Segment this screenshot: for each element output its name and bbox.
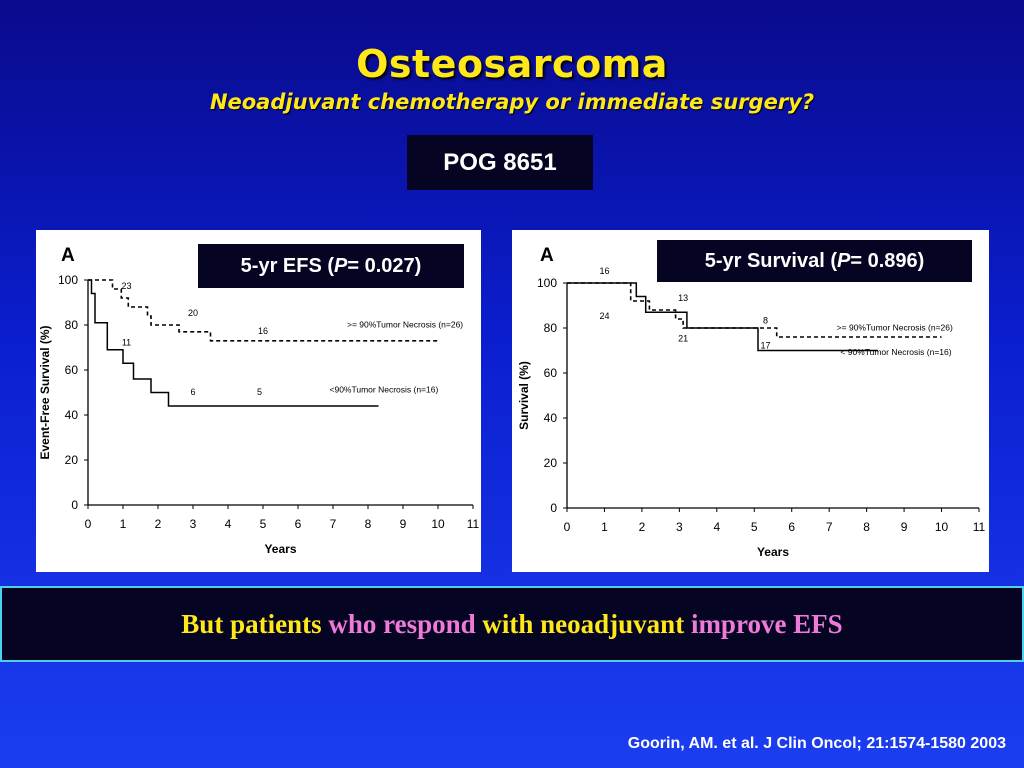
survival-y-tick-label: 20 <box>544 456 558 470</box>
survival-risk-label: 8 <box>763 316 768 326</box>
efs-legend-label: >= 90%Tumor Necrosis (n=26) <box>347 319 463 329</box>
survival-y-axis-label: Survival (%) <box>517 361 531 430</box>
efs-x-tick-label: 10 <box>431 517 445 531</box>
efs-y-tick-label: 100 <box>58 273 78 287</box>
efs-x-tick-label: 11 <box>467 517 480 531</box>
survival-x-tick-label: 7 <box>826 520 833 534</box>
efs-y-tick-label: 40 <box>65 408 79 422</box>
banner-part-2: who respond <box>328 608 476 639</box>
survival-x-tick-label: 8 <box>863 520 870 534</box>
survival-y-tick-label: 60 <box>544 366 558 380</box>
conclusion-banner: But patients who respond with neoadjuvan… <box>0 586 1024 662</box>
efs-stat-label: 5-yr EFS (P = 0.027) <box>198 244 464 288</box>
efs-risk-label: 20 <box>188 308 198 318</box>
efs-y-tick-label: 60 <box>65 363 79 377</box>
survival-risk-label: 24 <box>599 311 609 321</box>
efs-series-line-low-necrosis <box>88 279 379 407</box>
slide-title: Osteosarcoma <box>356 42 668 86</box>
survival-x-tick-label: 10 <box>935 520 949 534</box>
survival-x-tick-label: 2 <box>639 520 646 534</box>
survival-x-tick-label: 6 <box>788 520 795 534</box>
citation: Goorin, AM. et al. J Clin Oncol; 21:1574… <box>627 735 1006 752</box>
efs-risk-label: 6 <box>190 387 195 397</box>
survival-x-tick-label: 9 <box>901 520 908 534</box>
survival-risk-label: 13 <box>678 293 688 303</box>
efs-y-tick-label: 80 <box>65 318 79 332</box>
survival-x-tick-label: 3 <box>676 520 683 534</box>
survival-stat-p: P <box>837 249 851 272</box>
efs-x-tick-label: 6 <box>295 517 302 531</box>
efs-x-tick-label: 3 <box>190 517 197 531</box>
survival-y-tick-label: 0 <box>550 501 557 515</box>
survival-panel-letter: A <box>540 245 554 266</box>
efs-x-tick-label: 1 <box>120 517 127 531</box>
efs-series-line-high-necrosis <box>88 279 438 342</box>
survival-x-tick-label: 5 <box>751 520 758 534</box>
efs-y-tick-label: 0 <box>71 498 78 512</box>
survival-series-line-low-necrosis <box>567 282 878 352</box>
banner-part-3: with neoadjuvant <box>482 608 685 639</box>
efs-stat-prefix: 5-yr EFS ( <box>240 254 335 277</box>
survival-stat-label: 5-yr Survival (P = 0.896) <box>657 240 972 282</box>
survival-y-tick-label: 40 <box>544 411 558 425</box>
survival-y-tick-label: 80 <box>544 321 558 335</box>
efs-x-tick-label: 7 <box>330 517 337 531</box>
survival-y-tick-label: 100 <box>537 276 557 290</box>
survival-stat-prefix: 5-yr Survival ( <box>704 249 837 272</box>
survival-chart-panel: A 0 1 2 3 4 5 6 7 8 9 10 11 0 20 40 60 80 100 Years Survival… <box>512 230 989 572</box>
survival-x-tick-label: 11 <box>973 520 986 534</box>
efs-stat-suffix: = 0.027) <box>347 254 422 277</box>
study-label: POG 8651 <box>407 135 593 190</box>
survival-risk-label: 16 <box>599 266 609 276</box>
survival-risk-label: 21 <box>678 334 688 344</box>
efs-risk-label: 16 <box>258 326 268 336</box>
efs-legend-label: <90%Tumor Necrosis (n=16) <box>330 385 439 395</box>
efs-panel-letter: A <box>61 245 75 266</box>
efs-stat-p: P <box>334 254 348 277</box>
efs-x-tick-label: 4 <box>225 517 232 531</box>
survival-series-line-high-necrosis <box>567 282 942 338</box>
survival-legend-label: >= 90%Tumor Necrosis (n=26) <box>837 322 953 332</box>
efs-chart: A0 1 2 3 4 5 6 7 8 9 10 11020406080100YearsEvent-Fr… <box>38 245 480 556</box>
banner-part-4: improve EFS <box>690 608 843 639</box>
efs-risk-label: 23 <box>121 281 131 291</box>
survival-legend-label: < 90%Tumor Necrosis (n=16) <box>840 347 951 357</box>
efs-x-axis-label: Years <box>264 542 296 556</box>
efs-y-axis-label: Event-Free Survival (%) <box>38 325 52 459</box>
survival-x-tick-label: 0 <box>564 520 571 534</box>
efs-x-tick-label: 8 <box>365 517 372 531</box>
survival-x-tick-label: 4 <box>713 520 720 534</box>
survival-stat-suffix: = 0.896) <box>850 249 925 272</box>
efs-x-tick-label: 2 <box>155 517 162 531</box>
survival-x-axis-label: Years <box>757 545 789 559</box>
survival-x-tick-label: 1 <box>601 520 608 534</box>
efs-x-tick-label: 5 <box>260 517 267 531</box>
survival-risk-label: 17 <box>761 340 771 350</box>
survival-chart: A 0 1 2 3 4 5 6 7 8 9 10 11 0 20 40 60 80 100 Years Survival… <box>517 245 986 559</box>
efs-risk-label: 5 <box>257 387 262 397</box>
efs-y-tick-label: 20 <box>65 453 79 467</box>
efs-x-tick-label: 9 <box>400 517 407 531</box>
efs-x-tick-label: 0 <box>85 517 92 531</box>
slide-subtitle: Neoadjuvant chemotherapy or immediate su… <box>209 90 815 114</box>
banner-part-1: But patients <box>181 608 322 639</box>
efs-risk-label: 11 <box>122 337 131 347</box>
